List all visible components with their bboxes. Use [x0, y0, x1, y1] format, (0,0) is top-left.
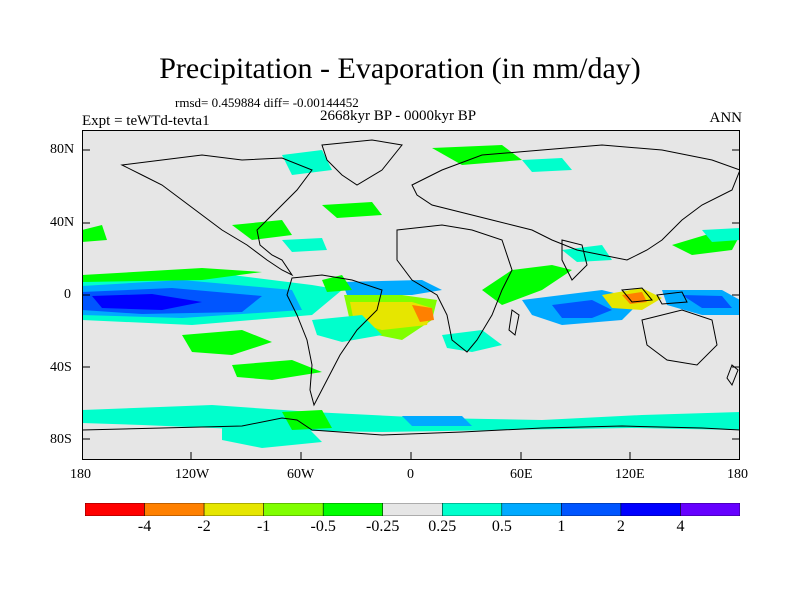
chart-title: Precipitation - Evaporation (in mm/day) — [159, 52, 641, 85]
lon-tick-180w: 180 — [70, 467, 91, 482]
lat-tick-0: 0 — [64, 287, 71, 302]
patch-nh-green-2 — [322, 202, 382, 218]
colorbar — [85, 503, 740, 516]
coast-greenland — [321, 139, 403, 186]
colorbar-label: -4 — [137, 518, 152, 535]
patch-arctic-cyan-1 — [282, 150, 332, 175]
coast-north-america — [120, 154, 313, 277]
coast-new-zealand — [726, 364, 739, 387]
colorbar-label: 0.5 — [491, 518, 512, 535]
coast-eurasia — [411, 144, 740, 261]
patch-westpac-deepblue — [682, 295, 732, 308]
patch-nh-green-3 — [82, 225, 107, 242]
colorbar-swatch — [144, 503, 205, 516]
lon-tick-0: 0 — [407, 467, 414, 482]
experiment-label: Expt = teWTd-tevta1 — [82, 113, 210, 129]
coast-madagascar — [508, 309, 520, 336]
patch-antarctic-lightblue — [402, 416, 472, 426]
colorbar-swatch — [203, 503, 264, 516]
lat-tick-80s: 80S — [50, 432, 72, 447]
coastlines — [82, 139, 740, 436]
lat-tick-40n: 40N — [50, 215, 75, 230]
colorbar-label: 1 — [557, 518, 566, 535]
coast-south-america — [286, 274, 383, 407]
colorbar-label: -0.5 — [310, 518, 336, 535]
lat-tick-80n: 80N — [50, 142, 75, 157]
stats-text: rmsd= 0.459884 diff= -0.00144452 — [175, 95, 359, 110]
lon-tick-60w: 60W — [287, 467, 315, 482]
colorbar-labels: -4 -2 -1 -0.5 -0.25 0.25 0.5 1 2 4 — [85, 518, 740, 542]
patch-amazon-yellow — [350, 302, 432, 330]
patch-northpac-cyan — [702, 228, 740, 242]
coast-india — [561, 239, 588, 281]
colorbar-swatch — [382, 503, 443, 516]
lon-tick-180e: 180 — [727, 467, 748, 482]
colorbar-label: 4 — [676, 518, 685, 535]
patch-pacific-green-north — [82, 268, 262, 282]
colorbar-swatch — [322, 503, 383, 516]
lat-tick-40s: 40S — [50, 360, 72, 375]
coast-antarctica — [82, 417, 740, 436]
coast-australia — [641, 309, 718, 366]
coast-africa — [396, 224, 513, 353]
colorbar-swatch — [85, 503, 145, 516]
map-panel — [82, 130, 740, 460]
tick-marks — [82, 149, 740, 460]
patch-nh-cyan-1 — [282, 238, 327, 252]
patch-nh-green-1 — [232, 220, 292, 240]
patch-arctic-green — [432, 145, 522, 165]
lon-tick-60e: 60E — [510, 467, 533, 482]
patch-africa-green — [482, 265, 572, 305]
colorbar-swatch — [620, 503, 681, 516]
patch-arctic-cyan-2 — [522, 158, 572, 172]
colorbar-swatch — [680, 503, 740, 516]
colorbar-swatch — [442, 503, 503, 516]
colorbar-label: -1 — [256, 518, 271, 535]
colorbar-label: -2 — [197, 518, 211, 535]
colorbar-swatch — [263, 503, 324, 516]
colorbar-swatch — [501, 503, 562, 516]
patch-antarctic-green — [282, 410, 332, 430]
colorbar-swatch — [561, 503, 622, 516]
patch-indian-blue — [552, 300, 612, 318]
patch-amazon-orange — [412, 305, 434, 322]
patch-atlantic-blue — [342, 280, 442, 295]
lon-tick-120e: 120E — [615, 467, 645, 482]
season-label: ANN — [709, 110, 743, 126]
patch-pacific-deepblue — [92, 294, 202, 310]
colorbar-label: 0.25 — [428, 518, 457, 535]
patch-sh-cyan-2 — [442, 330, 502, 352]
patch-sh-green-2 — [232, 360, 322, 380]
colorbar-label: 2 — [616, 518, 625, 535]
colorbar-label: -0.25 — [366, 518, 400, 535]
lon-tick-120w: 120W — [175, 467, 210, 482]
coast-indonesia-1 — [621, 287, 653, 303]
patch-sh-cyan-1 — [312, 315, 382, 342]
period-text: 2668kyr BP - 0000kyr BP — [320, 108, 477, 124]
anomaly-patches — [82, 145, 740, 448]
patch-sh-green-1 — [182, 330, 272, 355]
coast-indonesia-2 — [656, 291, 688, 305]
